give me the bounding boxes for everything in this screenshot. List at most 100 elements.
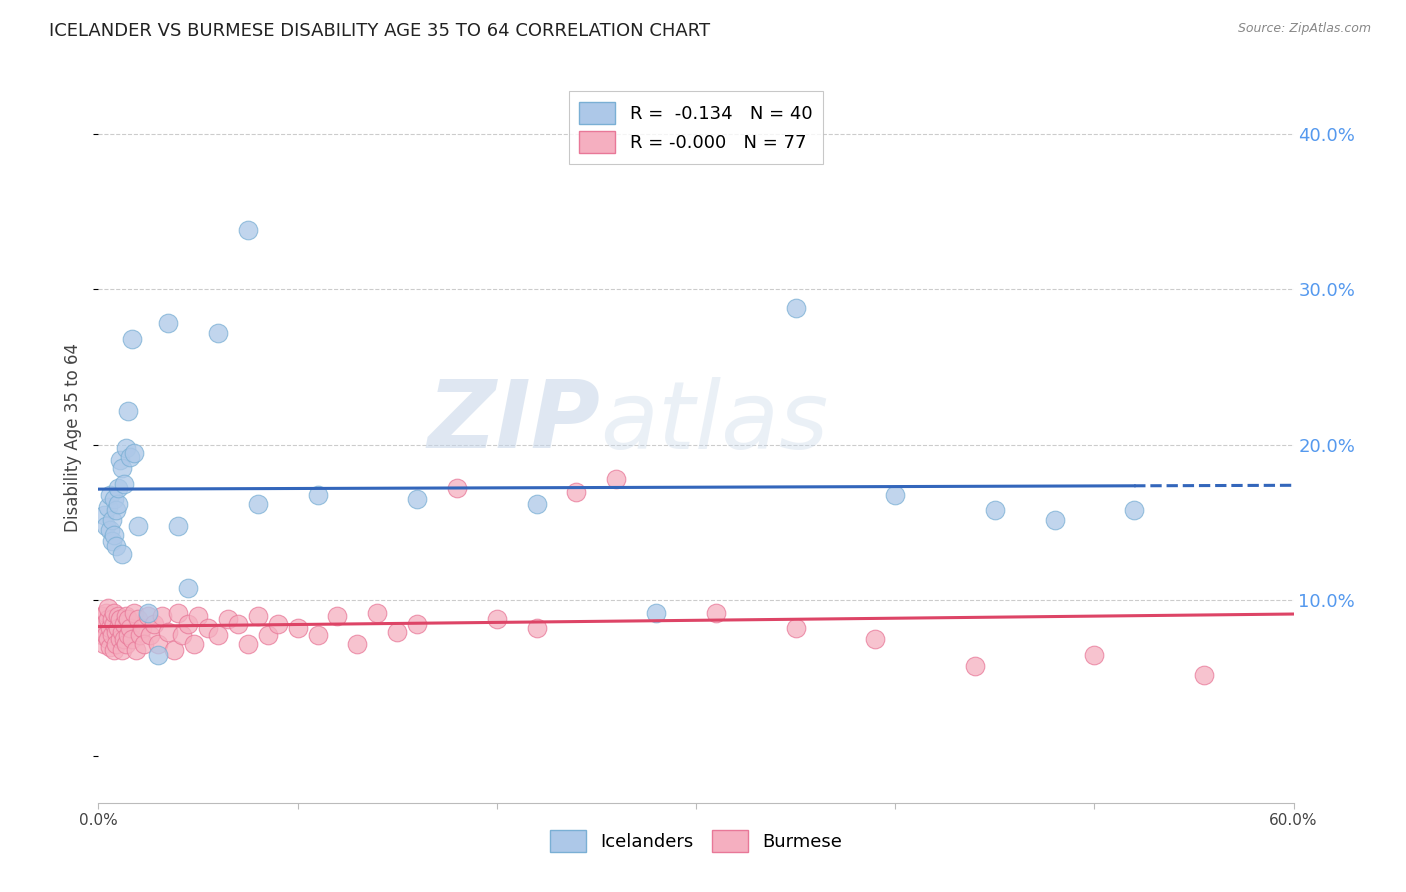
Point [645,606,668,620]
Text: atlas: atlas [600,377,828,468]
Point [129,628,152,642]
Point [183,637,205,651]
Point [177,616,200,631]
Point [884,488,907,502]
Point [485,612,508,626]
Point [112,632,135,647]
Point [121,332,143,346]
Point [139,628,162,642]
Point [246,497,269,511]
Point [96,606,118,620]
Point [101,628,124,642]
Point [406,492,429,507]
Point [287,622,309,636]
Legend: Icelanders, Burmese: Icelanders, Burmese [543,823,849,860]
Point [446,482,468,496]
Text: ICELANDER VS BURMESE DISABILITY AGE 35 TO 64 CORRELATION CHART: ICELANDER VS BURMESE DISABILITY AGE 35 T… [49,22,710,40]
Point [157,624,180,639]
Point [197,622,219,636]
Point [256,628,278,642]
Point [172,628,194,642]
Point [963,658,986,673]
Point [177,581,200,595]
Point [157,317,180,331]
Point [785,301,807,315]
Point [226,616,249,631]
Point [125,643,148,657]
Point [101,612,124,626]
Point [120,450,142,465]
Point [97,500,120,515]
Point [704,606,727,620]
Point [110,632,132,647]
Point [1192,668,1215,682]
Point [111,547,134,561]
Point [115,609,138,624]
Point [112,476,135,491]
Point [115,441,138,455]
Point [93,508,115,522]
Text: ZIP: ZIP [427,376,600,468]
Point [103,528,125,542]
Point [107,609,129,624]
Point [163,643,186,657]
Point [117,612,139,626]
Point [236,637,259,651]
Point [167,518,190,533]
Point [131,622,153,636]
Point [107,482,129,496]
Point [1083,648,1105,662]
Point [526,622,548,636]
Point [865,632,887,647]
Point [105,539,128,553]
Point [207,326,229,340]
Point [984,503,1007,517]
Text: Source: ZipAtlas.com: Source: ZipAtlas.com [1237,22,1371,36]
Point [101,512,124,526]
Point [136,606,159,620]
Point [107,622,129,636]
Point [98,622,122,636]
Point [124,606,146,620]
Point [1043,512,1066,526]
Point [127,518,149,533]
Point [111,624,134,639]
Point [93,616,115,631]
Point [385,624,409,639]
Point [98,640,122,655]
Point [103,643,125,657]
Point [112,616,135,631]
Point [187,609,209,624]
Point [101,534,124,549]
Point [103,616,125,631]
Point [326,609,349,624]
Point [565,484,588,499]
Point [124,445,146,459]
Point [150,609,173,624]
Point [93,637,115,651]
Point [121,632,143,647]
Point [136,609,159,624]
Point [207,628,229,642]
Point [96,518,118,533]
Point [406,616,429,631]
Point [346,637,368,651]
Point [97,601,120,615]
Point [98,524,122,538]
Point [1123,503,1146,517]
Point [110,612,132,626]
Point [105,503,128,517]
Y-axis label: Disability Age 35 to 64: Disability Age 35 to 64 [65,343,83,532]
Point [117,403,139,417]
Point [97,612,120,626]
Point [120,622,142,636]
Point [105,624,128,639]
Point [148,648,170,662]
Point [366,606,388,620]
Point [246,609,269,624]
Point [605,472,627,486]
Point [105,637,128,651]
Point [98,488,122,502]
Point [115,637,138,651]
Point [148,637,170,651]
